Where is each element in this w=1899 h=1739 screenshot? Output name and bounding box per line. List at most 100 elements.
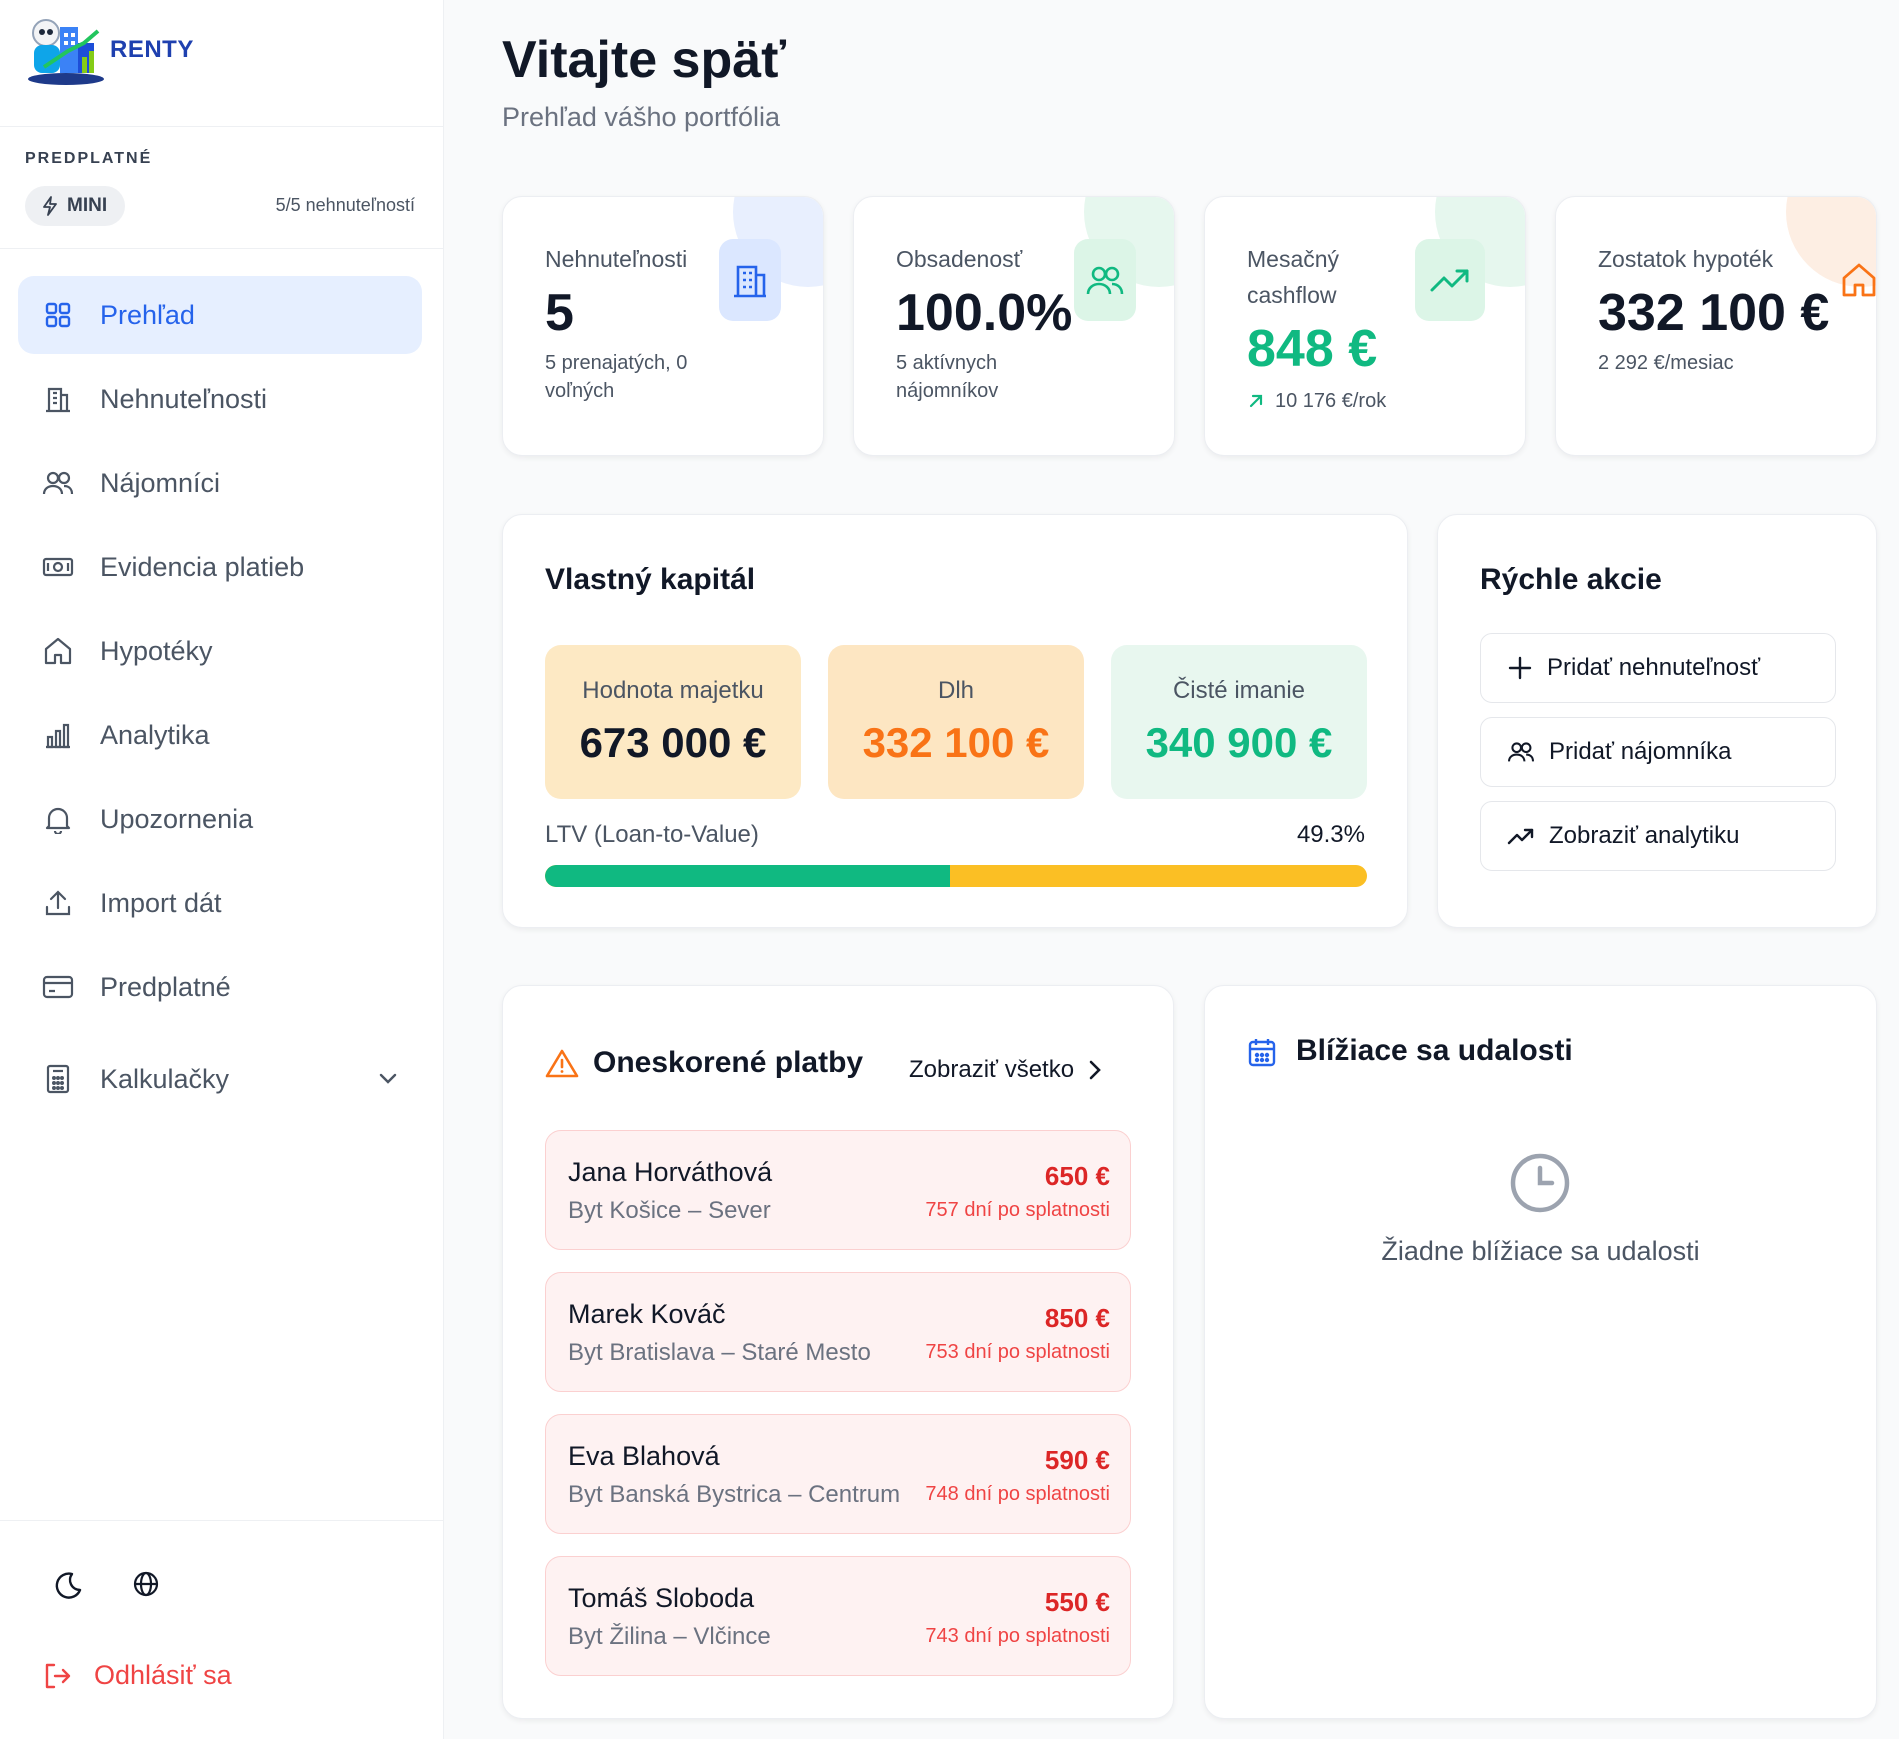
net-worth-box: Čisté imanie 340 900 € xyxy=(1111,645,1367,799)
chevron-right-icon xyxy=(1089,1060,1101,1080)
plan-name: MINI xyxy=(67,195,108,216)
asset-value-box: Hodnota majetku 673 000 € xyxy=(545,645,801,799)
chevron-down-icon[interactable] xyxy=(376,1066,400,1090)
stat-note: 10 176 €/rok xyxy=(1275,390,1387,412)
debt-label: Dlh xyxy=(937,677,974,704)
nav-item-evidencia-platieb[interactable]: Evidencia platieb xyxy=(18,528,422,606)
days-overdue: 748 dní po splatnosti xyxy=(921,1483,1110,1506)
nav-label: Analytika xyxy=(100,719,210,750)
grid-icon xyxy=(42,299,74,331)
stat-card-occupancy[interactable]: Obsadenosť 100.0% 5 aktívnych nájomníkov xyxy=(853,196,1175,456)
amount-due: 650 € xyxy=(1044,1161,1110,1191)
logo-mascot-icon xyxy=(28,19,104,85)
add-tenant-button[interactable]: Pridať nájomníka xyxy=(1480,717,1836,787)
stat-card-cashflow[interactable]: Mesačný cashflow 848 € 10 176 €/rok xyxy=(1204,196,1526,456)
logout-label: Odhlásiť sa xyxy=(94,1660,232,1690)
warning-triangle-icon xyxy=(545,1049,579,1078)
upcoming-events-card: Blížiace sa udalosti Žiadne blížiace sa … xyxy=(1204,985,1877,1719)
users-icon xyxy=(1074,239,1136,321)
days-overdue: 757 dní po splatnosti xyxy=(921,1199,1110,1222)
plan-badge[interactable]: MINI xyxy=(25,186,126,226)
nav-item-hypoteky[interactable]: Hypotéky xyxy=(18,612,422,690)
nav-item-import-dat[interactable]: Import dát xyxy=(18,864,422,942)
late-payment-row[interactable]: Marek Kováč Byt Bratislava – Staré Mesto… xyxy=(545,1272,1131,1392)
credit-card-icon xyxy=(42,971,74,1003)
ltv-progress-fill xyxy=(545,865,951,887)
see-all-link[interactable]: Zobraziť všetko xyxy=(909,1056,1102,1084)
asset-value-label: Hodnota majetku xyxy=(582,677,764,704)
calculator-icon xyxy=(42,1063,74,1095)
tenant-name: Eva Blahová xyxy=(568,1441,720,1471)
add-property-button[interactable]: Pridať nehnuteľnosť xyxy=(1480,633,1836,703)
logout-button[interactable]: Odhlásiť sa xyxy=(42,1660,232,1691)
logout-icon xyxy=(45,1663,71,1688)
stat-value: 332 100 € xyxy=(1598,284,1830,342)
button-label: Pridať nehnuteľnosť xyxy=(1547,654,1761,681)
property-name: Byt Košice – Sever xyxy=(568,1197,771,1224)
nav-label: Hypotéky xyxy=(100,635,213,666)
show-analytics-button[interactable]: Zobraziť analytiku xyxy=(1480,801,1836,871)
late-payment-row[interactable]: Eva Blahová Byt Banská Bystrica – Centru… xyxy=(545,1414,1131,1534)
divider xyxy=(0,248,444,249)
bell-icon xyxy=(42,803,74,835)
property-name: Byt Žilina – Vlčince xyxy=(568,1623,771,1650)
globe-icon[interactable] xyxy=(132,1570,160,1598)
stat-note-row: 10 176 €/rok xyxy=(1247,387,1386,415)
bar-chart-icon xyxy=(42,719,74,751)
plus-icon xyxy=(1508,656,1532,680)
home-icon xyxy=(1828,239,1876,321)
quick-actions-card: Rýchle akcie Pridať nehnuteľnosť Pridať … xyxy=(1437,514,1877,928)
plan-usage: 5/5 nehnuteľností xyxy=(275,195,415,215)
stat-card-mortgage[interactable]: Zostatok hypoték 332 100 € 2 292 €/mesia… xyxy=(1555,196,1877,456)
late-payments-title: Oneskorené platby xyxy=(593,1046,864,1079)
button-label: Pridať nájomníka xyxy=(1549,738,1732,765)
tenant-name: Tomáš Sloboda xyxy=(568,1583,755,1613)
page-subtitle: Prehľad vášho portfólia xyxy=(502,102,781,132)
logo[interactable]: RENTY xyxy=(24,12,194,88)
nav-item-nehnutelnosti[interactable]: Nehnuteľnosti xyxy=(18,360,422,438)
moon-icon[interactable] xyxy=(52,1570,84,1602)
nav-item-analytika[interactable]: Analytika xyxy=(18,696,422,774)
late-payment-row[interactable]: Jana Horváthová Byt Košice – Sever 650 €… xyxy=(545,1130,1131,1250)
app-name: RENTY xyxy=(110,36,194,63)
users-icon xyxy=(42,467,74,499)
ltv-value: 49.3% xyxy=(1296,821,1365,848)
stat-title: Mesačný cashflow xyxy=(1247,246,1340,308)
nav-item-prehlad[interactable]: Prehľad xyxy=(18,276,422,354)
stat-note: 5 aktívnych nájomníkov xyxy=(896,352,999,402)
stat-title: Zostatok hypoték xyxy=(1598,246,1774,272)
nav-item-kalkulacky[interactable]: Kalkulačky xyxy=(18,1040,422,1118)
lightning-icon xyxy=(43,196,57,216)
divider xyxy=(0,126,444,127)
divider xyxy=(0,1520,444,1521)
tenant-name: Marek Kováč xyxy=(568,1299,726,1329)
stat-value: 5 xyxy=(545,284,574,342)
page-title: Vitajte späť xyxy=(502,31,787,89)
sidebar-utility-buttons xyxy=(52,1570,160,1602)
stat-note: 2 292 €/mesiac xyxy=(1598,352,1734,374)
nav-label: Prehľad xyxy=(100,299,195,330)
nav-label: Nehnuteľnosti xyxy=(100,383,267,414)
stat-value: 100.0% xyxy=(896,284,1073,342)
late-payments-card: Oneskorené platby Zobraziť všetko Jana H… xyxy=(502,985,1174,1719)
clock-icon xyxy=(1510,1153,1570,1213)
ltv-progress-bar xyxy=(545,865,1367,887)
stat-title: Nehnuteľnosti xyxy=(545,246,688,272)
calendar-icon xyxy=(1248,1039,1276,1067)
stat-note: 5 prenajatých, 0 voľných xyxy=(545,352,688,402)
sidebar: RENTY PREDPLATNÉ MINI 5/5 nehnuteľností … xyxy=(0,0,444,1739)
stat-card-properties[interactable]: Nehnuteľnosti 5 5 prenajatých, 0 voľných xyxy=(502,196,824,456)
banknote-icon xyxy=(42,551,74,583)
ltv-label: LTV (Loan-to-Value) xyxy=(545,821,759,848)
nav-item-upozornenia[interactable]: Upozornenia xyxy=(18,780,422,858)
building-icon xyxy=(42,383,74,415)
nav-item-predplatne[interactable]: Predplatné xyxy=(18,948,422,1026)
nav-label: Kalkulačky xyxy=(100,1063,230,1094)
see-all-label: Zobraziť všetko xyxy=(909,1056,1075,1083)
building-icon xyxy=(719,239,781,321)
nav-item-najomnici[interactable]: Nájomníci xyxy=(18,444,422,522)
amount-due: 590 € xyxy=(1044,1445,1110,1475)
equity-card: Vlastný kapitál Hodnota majetku 673 000 … xyxy=(502,514,1408,928)
late-payment-row[interactable]: Tomáš Sloboda Byt Žilina – Vlčince 550 €… xyxy=(545,1556,1131,1676)
button-label: Zobraziť analytiku xyxy=(1549,822,1740,849)
